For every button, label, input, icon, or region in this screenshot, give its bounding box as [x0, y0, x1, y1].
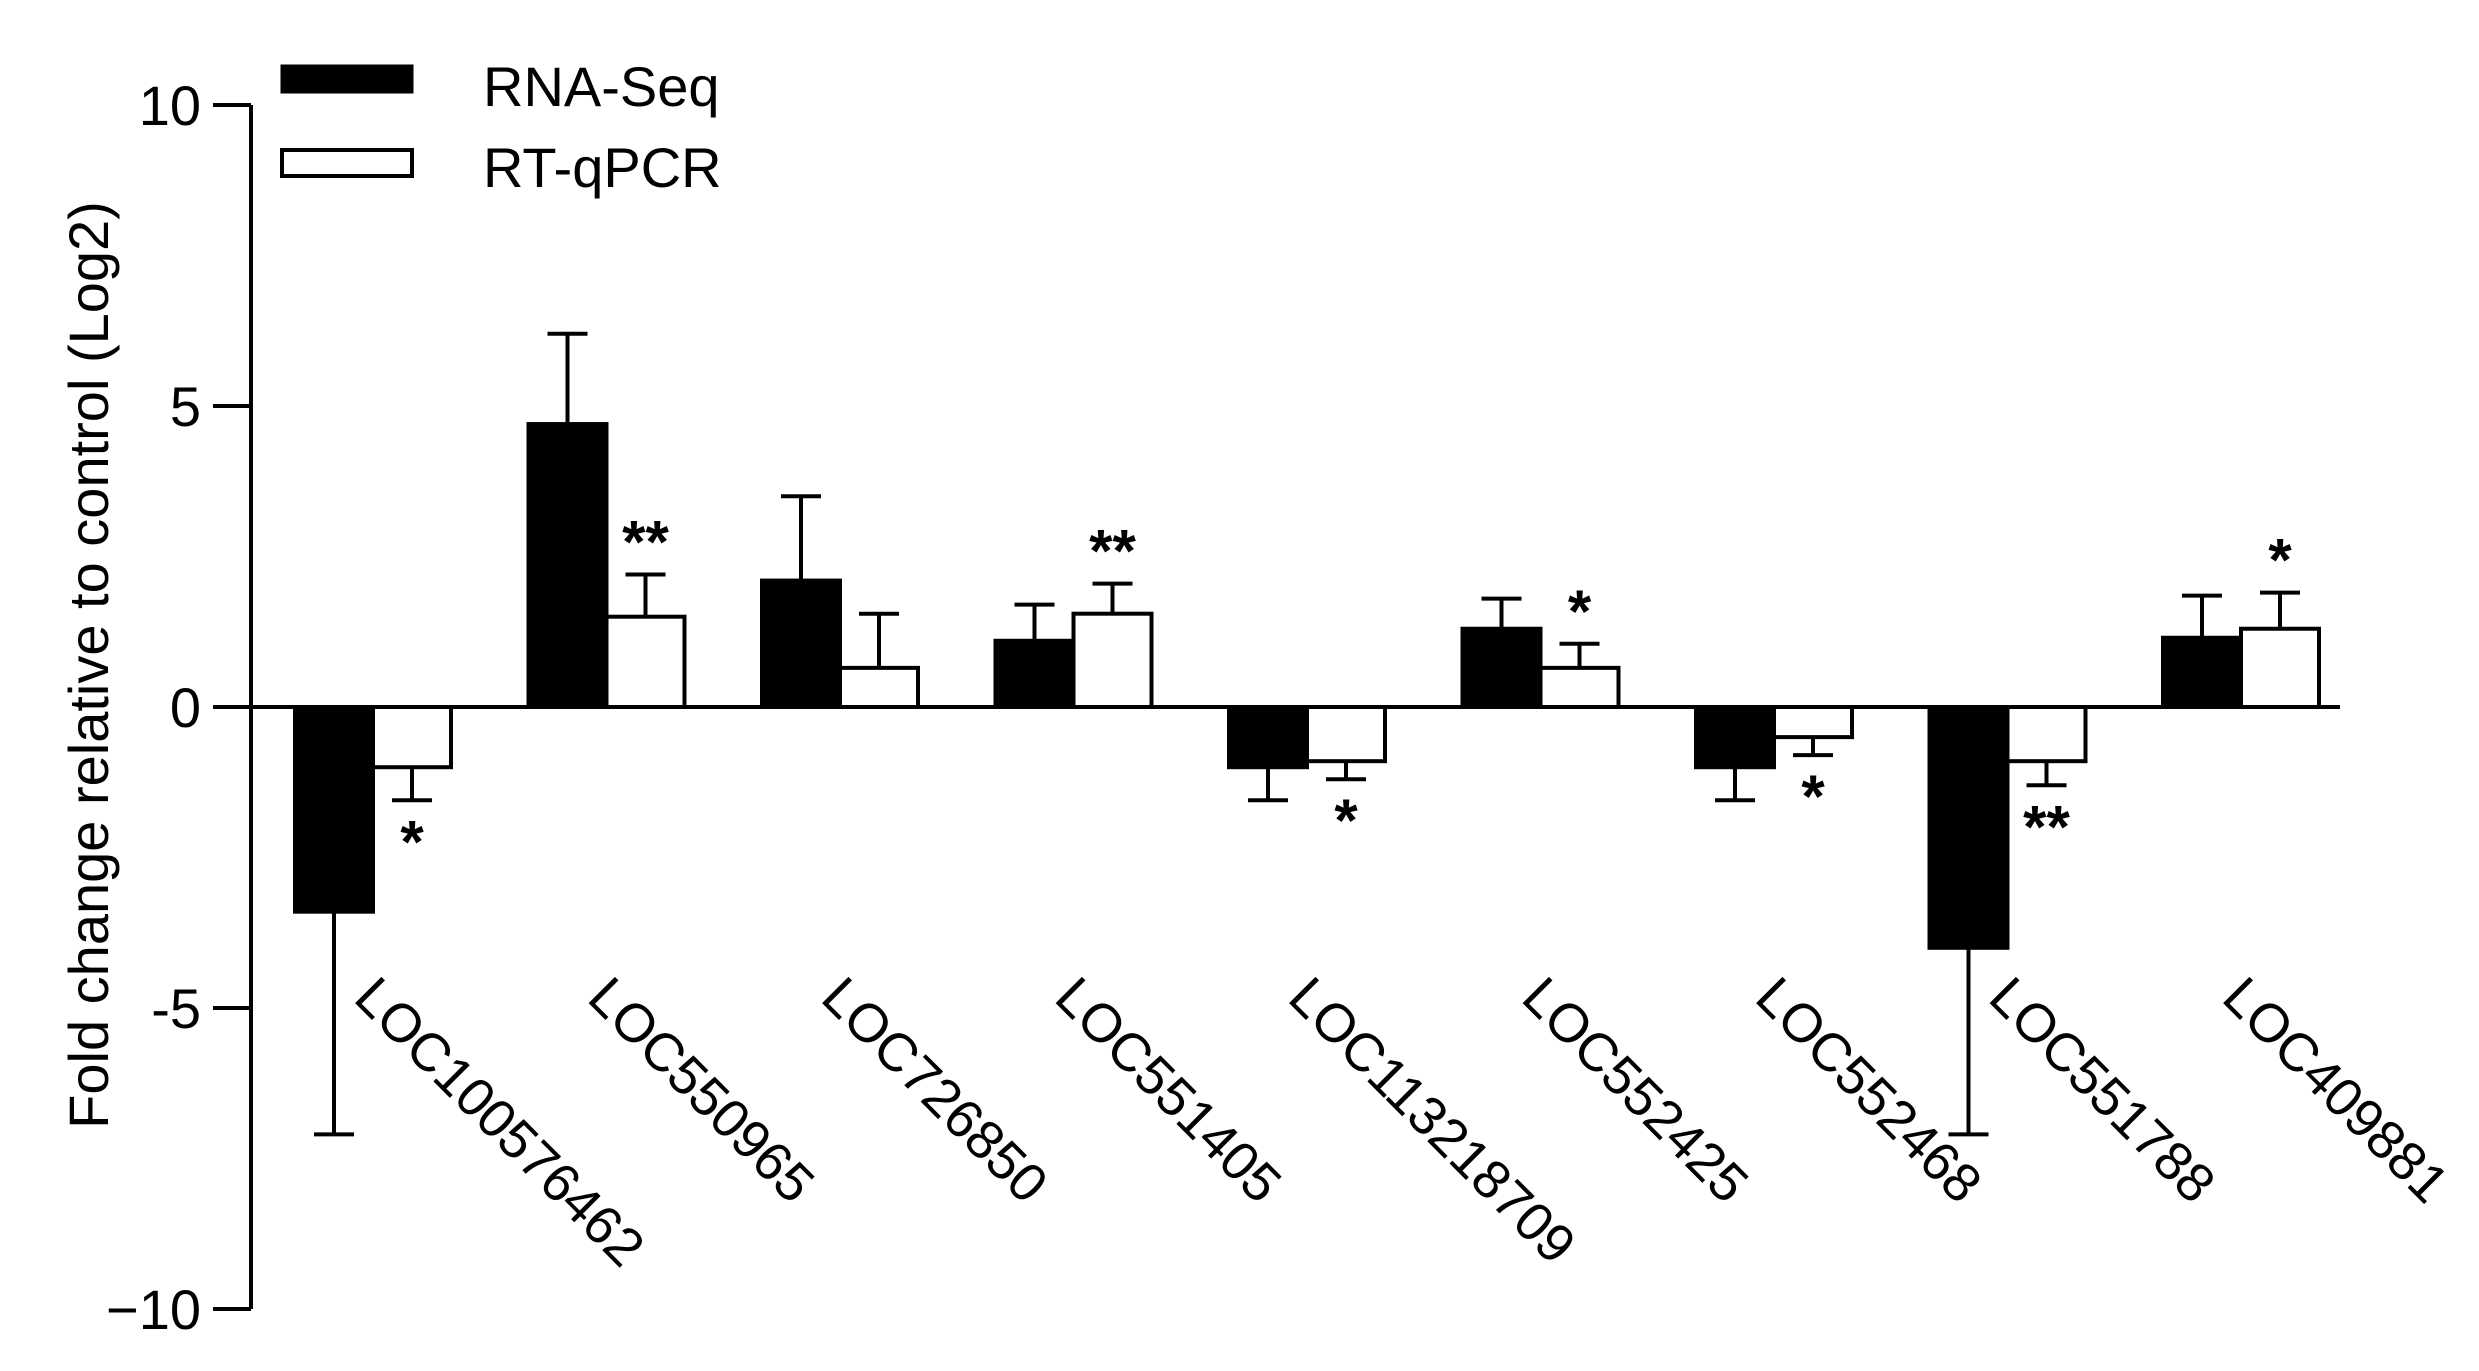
- bar-rna-seq: [293, 705, 375, 914]
- bar-rna-seq: [2161, 635, 2243, 710]
- bar-rt-qpcr: [1305, 705, 1387, 764]
- y-tick-label: −10: [106, 1278, 201, 1341]
- legend-label-rt-qpcr: RT-qPCR: [483, 136, 722, 199]
- y-tick-label: 10: [139, 74, 201, 137]
- bar-rna-seq: [760, 578, 842, 710]
- significance-mark: **: [1089, 518, 1136, 585]
- bar-rna-seq: [1227, 705, 1309, 770]
- significance-mark: *: [1334, 787, 1358, 854]
- significance-mark: **: [2023, 793, 2070, 860]
- bar-rt-qpcr: [371, 705, 453, 770]
- bar-rt-qpcr: [1772, 705, 1854, 740]
- significance-mark: *: [1568, 578, 1592, 645]
- significance-mark: *: [400, 808, 424, 875]
- x-tick-label: LOC550965: [577, 966, 825, 1214]
- bar-rt-qpcr: [1071, 611, 1154, 709]
- x-tick-label: LOC551788: [1978, 966, 2226, 1214]
- bar-rt-qpcr: [838, 665, 920, 709]
- significance-mark: **: [622, 509, 669, 576]
- bar-rna-seq: [1694, 705, 1776, 770]
- bar-rna-seq: [993, 638, 1076, 710]
- bar-rna-seq: [1460, 626, 1543, 709]
- significance-mark: *: [1801, 763, 1825, 830]
- x-tick-label: LOC409881: [2212, 966, 2460, 1214]
- legend-label-rna-seq: RNA-Seq: [483, 55, 720, 118]
- x-tick-label: LOC551405: [1044, 966, 1292, 1214]
- y-tick-label: 5: [170, 375, 201, 438]
- x-tick-label: LOC726850: [811, 966, 1059, 1214]
- legend-swatch-rna-seq: [280, 64, 414, 94]
- y-tick-label: 0: [170, 676, 201, 739]
- bar-rt-qpcr: [604, 614, 687, 710]
- x-tick-label: LOC552468: [1745, 966, 1993, 1214]
- bar-rt-qpcr: [1538, 665, 1621, 709]
- y-tick-label: -5: [151, 977, 201, 1040]
- x-tick-label: LOC552425: [1511, 966, 1759, 1214]
- bar-rna-seq: [526, 422, 609, 709]
- bar-rt-qpcr: [2005, 705, 2088, 764]
- y-axis-label: Fold change relative to control (Log2): [57, 201, 120, 1129]
- bar-rna-seq: [1927, 705, 2010, 950]
- legend: RNA-Seq RT-qPCR: [280, 55, 722, 199]
- bar-rt-qpcr: [2239, 626, 2321, 709]
- significance-mark: *: [2268, 527, 2292, 594]
- legend-swatch-rt-qpcr: [280, 148, 414, 178]
